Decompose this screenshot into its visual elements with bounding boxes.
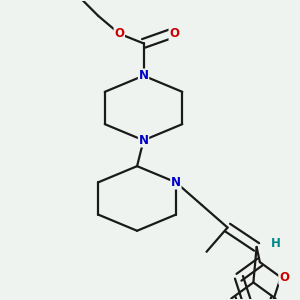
- Text: N: N: [171, 176, 181, 189]
- Text: O: O: [279, 271, 289, 284]
- Text: O: O: [114, 27, 124, 40]
- Text: O: O: [169, 27, 179, 40]
- Text: N: N: [139, 69, 148, 82]
- Text: N: N: [139, 134, 148, 147]
- Text: H: H: [271, 237, 281, 250]
